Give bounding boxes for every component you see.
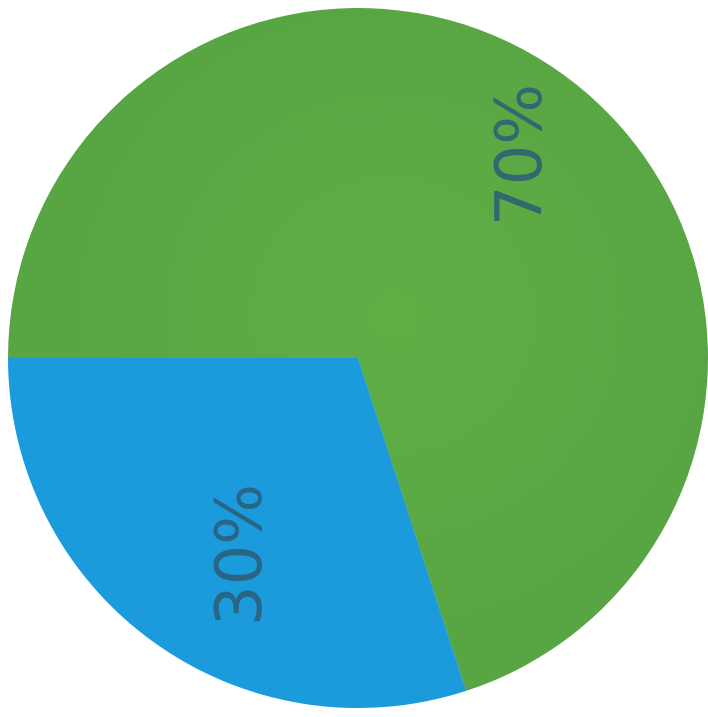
- pie-slice-70: [8, 7, 708, 691]
- pie-label-30: 30%: [203, 484, 277, 626]
- pie-label-70: 70%: [483, 84, 557, 226]
- pie-labels: 70% 30%: [203, 84, 557, 626]
- pie-slice-30: [8, 358, 467, 708]
- pie-slices: [8, 7, 708, 708]
